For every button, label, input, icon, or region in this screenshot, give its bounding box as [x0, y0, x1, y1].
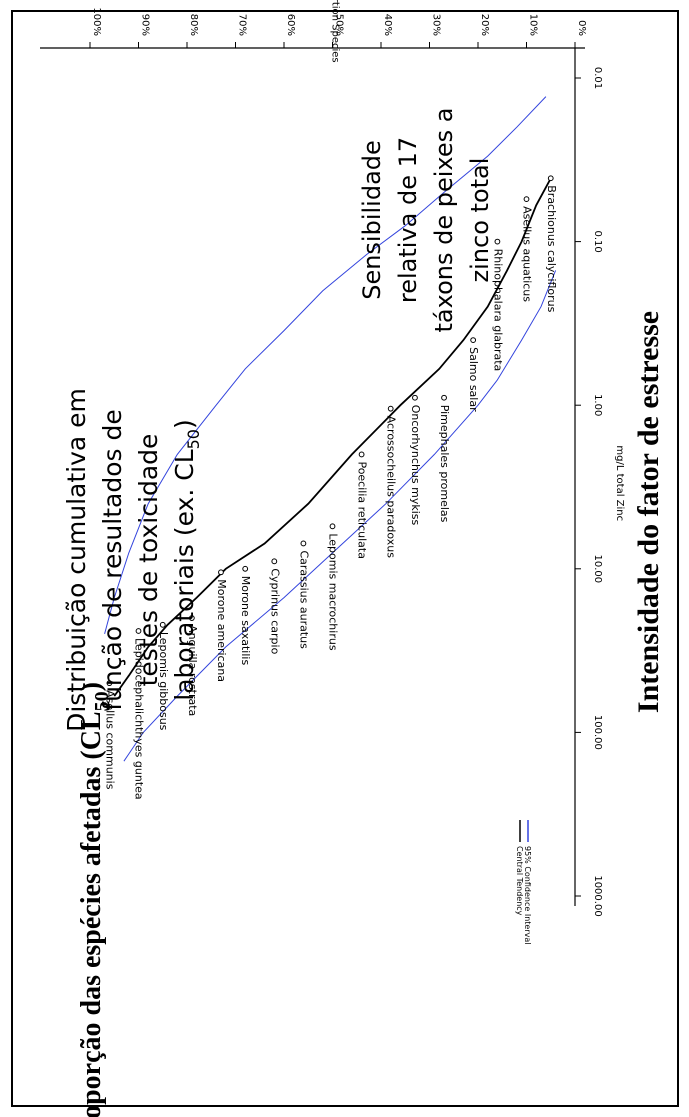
point-label: Cyprinus carpio: [268, 568, 281, 654]
y-tick-label: 0%: [576, 20, 587, 36]
point-label: Oncorhynchus mykiss: [409, 405, 422, 526]
y-tick-label: 30%: [431, 14, 442, 36]
y-tick-label: 50%: [334, 14, 345, 36]
x-tick-label: 1000.00: [592, 875, 603, 916]
y-axis-outer-title-sub: 50: [91, 691, 113, 711]
data-point: [242, 565, 249, 572]
point-label: Salmo salar: [467, 347, 480, 412]
annotation-right-line: Sensibilidade: [358, 140, 386, 300]
x-axis-label: mg/L total Zinc: [614, 445, 625, 521]
annotation-left-text: laboratoriais (ex. CL: [170, 449, 199, 700]
figure-frame: [11, 10, 679, 1107]
y-tick-label: 20%: [479, 14, 490, 36]
y-tick-label: 80%: [188, 14, 199, 36]
point-label: Asellus aquaticus: [521, 206, 534, 302]
data-point: [412, 394, 418, 401]
data-point: [218, 569, 224, 576]
annotation-left-close: ): [170, 419, 199, 429]
y-axis-label: Proportion Species: [330, 0, 341, 63]
point-label: Lepomis gibbosus: [157, 632, 170, 731]
point-label: Morone saxatilis: [239, 576, 252, 666]
annotation-left-sub: 50: [184, 429, 203, 449]
x-tick-label: 10.00: [592, 554, 603, 583]
x-tick-label: 1.00: [592, 394, 603, 416]
point-label: Brachionus calyciflorus: [545, 185, 558, 312]
data-point: [470, 337, 477, 343]
series-line: [104, 96, 547, 635]
annotation-left-line: função de resultados de: [98, 409, 127, 710]
annotation-left-text: função de resultados de: [98, 409, 127, 710]
annotation-left-text: Distribuição cumulativa em: [62, 388, 91, 732]
data-point: [106, 680, 113, 687]
annotation-right-line: zinco total: [466, 158, 494, 283]
annotation-left-text: testes de toxicidade: [134, 434, 163, 687]
plot-area: 0.01 0.10 1.00 10.00 100.00 1000.00 0% 10% 20% 30…: [40, 0, 625, 944]
y-axis-outer-title: Proporção das espécies afetadas (CL50): [76, 682, 113, 1117]
point-label: Rhinophalara glabrata: [491, 249, 504, 372]
y-tick-label: 10%: [528, 14, 539, 36]
data-point: [329, 523, 336, 530]
point-label: Lepidocephalichthyes guntea: [133, 638, 146, 800]
point-label: Morone americana: [215, 579, 228, 682]
data-point: [547, 175, 554, 182]
data-point: [300, 540, 307, 547]
y-tick-label: 60%: [285, 14, 296, 36]
annotation-left-line: testes de toxicidade: [134, 434, 163, 687]
point-label: Anguilla rostrata: [186, 625, 199, 716]
data-point: [188, 615, 195, 621]
data-point: [159, 621, 166, 628]
x-tick-label: 100.00: [592, 715, 603, 750]
series-line: [123, 270, 557, 762]
point-label: Asellus communis: [103, 690, 116, 790]
data-point: [441, 394, 447, 401]
y-tick-label: 100%: [91, 7, 102, 36]
x-tick-label: 0.10: [592, 230, 603, 252]
y-tick-label: 90%: [140, 14, 151, 36]
svg-text:Proporção das espécies afetada: Proporção das espécies afetadas (CL50): [76, 682, 113, 1117]
point-label: Pimephales promelas: [438, 405, 451, 523]
annotation-left-line: laboratoriais (ex. CL50): [170, 419, 203, 700]
x-tick-label: 0.01: [592, 67, 603, 89]
data-point: [387, 405, 394, 412]
data-point: [523, 196, 530, 203]
legend-label: 95% Confidence Interval: [523, 846, 532, 944]
point-label: Lepomis macrochirus: [327, 533, 340, 650]
data-point: [135, 628, 142, 634]
y-tick-label: 40%: [382, 14, 393, 36]
x-axis-outer-title: Intensidade do fator de estresse: [632, 311, 665, 713]
annotation-left-line: Distribuição cumulativa em: [62, 388, 91, 732]
series-line: [113, 177, 552, 697]
data-point: [494, 238, 501, 245]
annotation-right-line: táxons de peixes a: [430, 108, 458, 333]
point-label: Carassius auratus: [297, 550, 310, 649]
annotation-right-line: relativa de 17: [394, 137, 422, 303]
data-point: [358, 451, 365, 458]
data-point: [271, 558, 278, 565]
y-axis-outer-title-close: ): [76, 682, 107, 691]
point-label: Poecilia reticulata: [356, 461, 369, 558]
point-label: Acrossocheilus paradoxus: [385, 416, 398, 559]
legend-label: Central Tendency: [515, 846, 524, 916]
y-tick-label: 70%: [237, 14, 248, 36]
y-axis-outer-title-main: Proporção das espécies afetadas (CL: [76, 711, 107, 1117]
